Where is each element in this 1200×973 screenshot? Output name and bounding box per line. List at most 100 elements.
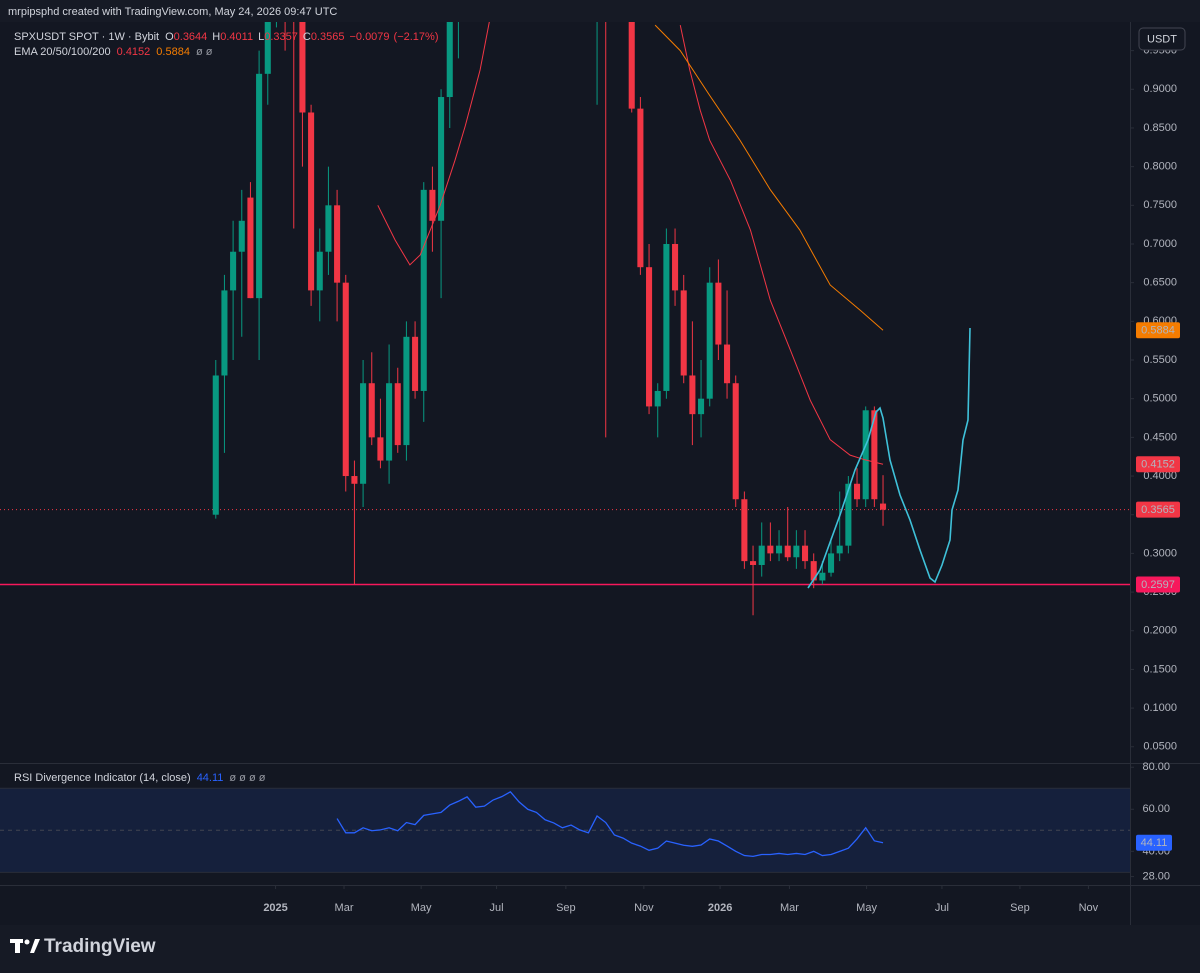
x-tick-label: 2026 xyxy=(708,902,732,914)
change: −0.0079 xyxy=(349,31,389,43)
candle-body xyxy=(871,410,878,500)
candle-body xyxy=(412,336,419,391)
open-label: O xyxy=(165,31,174,43)
candle-body xyxy=(741,499,748,562)
price-tag-label: 0.4152 xyxy=(1141,459,1175,471)
x-tick-label: Jul xyxy=(490,902,504,914)
price-tag xyxy=(1136,576,1180,593)
candle-body xyxy=(247,197,254,299)
candle-body xyxy=(351,476,358,484)
candle-body xyxy=(836,545,843,554)
y-tick-label: 0.8500 xyxy=(1143,122,1177,134)
ema-line xyxy=(377,22,490,266)
candle-body xyxy=(862,410,869,500)
rsi-pane xyxy=(0,787,1130,873)
candle-body xyxy=(689,375,696,415)
candle-body xyxy=(845,483,852,546)
candle-body xyxy=(680,290,687,376)
price-tag-label: 0.2597 xyxy=(1141,579,1175,591)
y-tick-label: 0.9000 xyxy=(1143,83,1177,95)
x-tick-label: Jul xyxy=(935,902,949,914)
price-tag-label: 0.3565 xyxy=(1141,504,1175,516)
rsi-line xyxy=(336,790,884,858)
rsi-extra: ø ø ø ø xyxy=(229,772,265,784)
candle-body xyxy=(446,22,453,98)
brand-logo xyxy=(10,939,40,953)
y-tick-label: 0.8000 xyxy=(1143,161,1177,173)
candle-body xyxy=(784,545,791,558)
currency-label[interactable]: USDT xyxy=(1147,33,1177,45)
candle-body xyxy=(334,205,341,283)
candle-body xyxy=(776,545,783,554)
x-tick-label: Nov xyxy=(634,902,654,914)
x-tick-label: Sep xyxy=(1010,902,1030,914)
candle-body xyxy=(420,189,427,391)
y-tick-label: 0.7500 xyxy=(1143,199,1177,211)
brand: TradingView xyxy=(44,936,156,957)
candle-body xyxy=(342,282,349,477)
chart-area xyxy=(0,22,1200,925)
currency-button[interactable] xyxy=(1138,27,1186,51)
open-value: 0.3644 xyxy=(174,31,208,43)
candle-body xyxy=(221,290,228,376)
candle-body xyxy=(853,483,861,500)
user-drawing xyxy=(807,327,971,589)
candle-body xyxy=(256,73,263,299)
change-pct: (−2.17%) xyxy=(394,31,439,43)
symbol: SPXUSDT SPOT · 1W · Bybit xyxy=(14,31,159,43)
candle-body xyxy=(394,383,401,446)
x-tick-label: 2025 xyxy=(263,902,287,914)
rsi-legend: RSI Divergence Indicator (14, close) 44.1… xyxy=(14,772,266,784)
candle-body xyxy=(316,251,323,291)
x-tick-label: Nov xyxy=(1079,902,1099,914)
ema-value: 0.5884 xyxy=(156,46,190,58)
y-tick-label: 0.4000 xyxy=(1143,470,1177,482)
close-value: 0.3565 xyxy=(311,31,345,43)
rsi-y-tick-label: 60.00 xyxy=(1142,803,1170,815)
ema-line xyxy=(654,24,884,331)
candle-body xyxy=(732,383,739,500)
price-tag-label: 0.5884 xyxy=(1141,325,1175,337)
high-value: 0.4011 xyxy=(220,31,253,43)
candle-body xyxy=(793,545,800,558)
y-tick-label: 0.0500 xyxy=(1143,741,1177,753)
symbol-legend: SPXUSDT SPOT · 1W · Bybit O0.3644 H0.4011 L… xyxy=(14,31,439,43)
candle-body xyxy=(810,561,817,581)
candle-body xyxy=(724,344,731,384)
candle-body xyxy=(646,267,653,407)
candle-body xyxy=(758,545,765,565)
candle-body xyxy=(403,336,410,446)
candle-body xyxy=(698,398,705,415)
candle-body xyxy=(879,503,887,510)
candle-body xyxy=(212,375,219,515)
candle-body xyxy=(828,553,835,573)
candle-body xyxy=(368,383,375,438)
rsi-band xyxy=(0,788,1130,873)
candle-body xyxy=(802,545,809,562)
price-tag xyxy=(1136,322,1180,339)
y-tick-label: 0.5000 xyxy=(1143,393,1177,405)
y-tick-label: 0.3000 xyxy=(1143,547,1177,559)
candle-body xyxy=(230,251,237,291)
axes: 0.05000.10000.15000.20000.25000.30000.35… xyxy=(263,45,1180,914)
x-tick-label: May xyxy=(411,902,432,914)
y-tick-label: 0.7000 xyxy=(1143,238,1177,250)
price-tag xyxy=(1136,501,1180,518)
price-tag xyxy=(1136,456,1180,473)
rsi-tag-label: 44.11 xyxy=(1141,837,1168,849)
candle-body xyxy=(325,205,332,252)
low-value: 0.3357 xyxy=(264,31,298,43)
candle-body xyxy=(654,390,661,407)
candle-body xyxy=(299,22,306,113)
rsi-value: 44.11 xyxy=(197,772,224,784)
candle-body xyxy=(308,112,315,291)
candle-body xyxy=(386,383,393,461)
candle-body xyxy=(750,561,757,565)
low-label: L xyxy=(258,31,264,43)
y-tick-label: 0.1500 xyxy=(1143,663,1177,675)
ema-value: 0.4152 xyxy=(117,46,151,58)
candle-body xyxy=(628,22,635,109)
x-tick-label: Mar xyxy=(780,902,799,914)
ema-line xyxy=(679,24,884,465)
